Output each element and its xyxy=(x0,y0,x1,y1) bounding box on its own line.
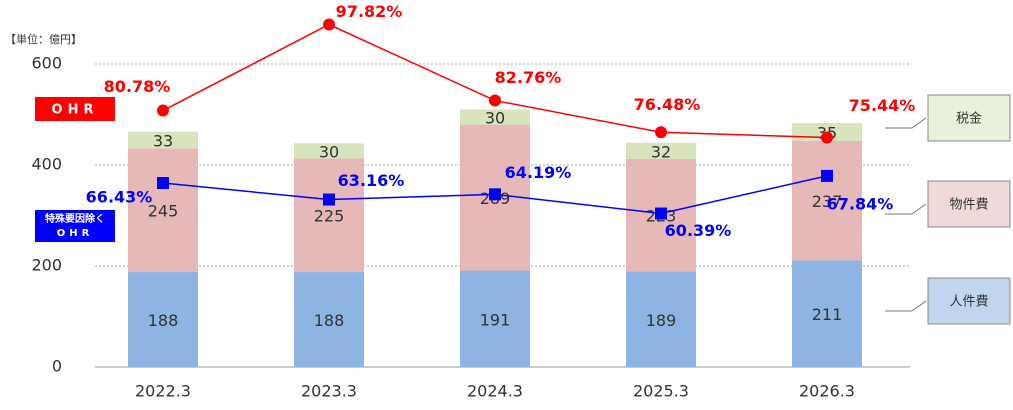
bar-value-label: 211 xyxy=(812,305,843,324)
special-ohr-badge-text: 特殊要因除く xyxy=(45,212,105,225)
bar-value-label: 189 xyxy=(646,311,677,330)
bar-value-label: 237 xyxy=(812,192,843,211)
bar-segment xyxy=(294,143,364,159)
bar-value-label: 188 xyxy=(148,311,179,330)
ohr-value-label: 82.76% xyxy=(495,68,562,87)
bar-value-label: 32 xyxy=(651,142,671,161)
legend-connector xyxy=(885,117,927,129)
bar-segment xyxy=(128,148,198,273)
legend-label: 物件費 xyxy=(949,198,988,213)
bar-segment xyxy=(626,271,696,367)
y-tick-label: 600 xyxy=(31,54,62,73)
y-tick-label: 400 xyxy=(31,155,62,174)
ohr-value-label: 75.44% xyxy=(849,96,916,115)
bar-segment xyxy=(792,260,862,367)
ohr-marker xyxy=(821,169,833,182)
bar-segment xyxy=(460,109,530,125)
legend-label: 税金 xyxy=(956,111,982,127)
bar-segment xyxy=(294,158,364,273)
legend-box xyxy=(927,94,1011,142)
ohr-value-label: 63.16% xyxy=(338,171,405,190)
legend-box xyxy=(927,180,1011,228)
ohr-badge xyxy=(35,97,115,121)
unit-label: 【単位：億円】 xyxy=(5,32,82,46)
special-ohr-badge xyxy=(35,210,115,242)
special-ohr-badge-text: OHR xyxy=(57,228,94,239)
ohr-value-label: 76.48% xyxy=(634,95,701,114)
ohr-value-label: 60.39% xyxy=(665,221,732,240)
bar-value-label: 225 xyxy=(314,207,345,226)
legend-box xyxy=(927,277,1011,325)
ohr-marker xyxy=(655,207,667,220)
legend-label: 人件費 xyxy=(949,295,988,310)
x-tick-label: 2025.3 xyxy=(633,382,689,401)
ohr-value-label: 66.43% xyxy=(86,188,153,207)
bar-value-label: 30 xyxy=(485,109,505,128)
bar-segment xyxy=(460,270,530,367)
bar-segment xyxy=(128,272,198,367)
ohr-value-label: 97.82% xyxy=(336,2,403,21)
bar-value-label: 245 xyxy=(148,202,179,221)
bar-value-label: 30 xyxy=(319,142,339,161)
y-tick-label: 200 xyxy=(31,256,62,275)
ohr-marker xyxy=(157,177,169,190)
ohr-marker xyxy=(821,131,833,144)
bar-value-label: 33 xyxy=(153,132,173,151)
x-tick-label: 2022.3 xyxy=(135,382,191,401)
ohr-marker xyxy=(157,104,169,117)
y-tick-label: 0 xyxy=(52,357,62,376)
bar-segment xyxy=(792,140,862,261)
ohr-value-label: 67.84% xyxy=(827,194,894,213)
legend-connector xyxy=(885,203,927,215)
bar-value-label: 188 xyxy=(314,311,345,330)
legend-connector xyxy=(885,300,927,312)
bar-segment xyxy=(128,131,198,149)
ohr-marker xyxy=(655,126,667,139)
bar-segment xyxy=(626,142,696,159)
ohr-marker xyxy=(323,193,335,206)
x-tick-label: 2026.3 xyxy=(799,382,855,401)
ohr-marker xyxy=(323,18,335,31)
ohr-marker xyxy=(489,188,501,201)
x-tick-label: 2024.3 xyxy=(467,382,523,401)
ohr-value-label: 80.78% xyxy=(104,77,171,96)
bar-value-label: 191 xyxy=(480,310,511,329)
bar-segment xyxy=(294,272,364,367)
ohr-value-label: 64.19% xyxy=(505,163,572,182)
x-tick-label: 2023.3 xyxy=(301,382,357,401)
ohr-marker xyxy=(489,94,501,107)
ohr-badge-text: OHR xyxy=(52,103,99,118)
